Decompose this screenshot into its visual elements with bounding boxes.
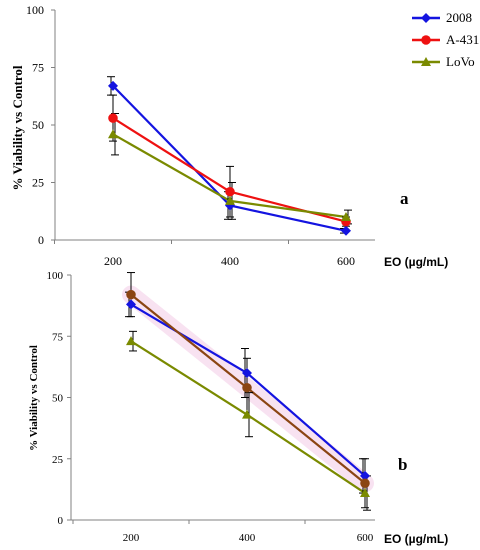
- panel-a: % Viability vs Control a 2008 A-431 LoVo 0…: [10, 3, 479, 268]
- panel-a-point-diamond-icon: [108, 80, 118, 91]
- panel-b-point-triangle-icon: [360, 488, 370, 498]
- panel-b-y-tick-label: 0: [58, 515, 64, 527]
- panel-b-x-tick-label: 200: [123, 532, 140, 544]
- panel-a-y-tick-label: 100: [26, 3, 44, 17]
- panel-a-x-axis-label: EO (µg/mL): [384, 255, 448, 269]
- panel-a-x-tick-label: 200: [104, 254, 122, 268]
- panel-b-y-tick-label: 75: [52, 331, 64, 343]
- panel-b-point-diamond-icon: [126, 299, 136, 310]
- panel-b-y-tick-label: 100: [47, 270, 64, 282]
- panel-b: % Viability vs Control b 0 25 50 75 100 200 40…: [28, 270, 407, 544]
- panel-b-x-tick-label: 400: [239, 532, 256, 544]
- panel-b-point-triangle-icon: [126, 336, 136, 346]
- legend-box: [383, 3, 477, 71]
- panel-b-x-tick-label: 600: [357, 532, 374, 544]
- panel-b-y-tick-label: 50: [52, 393, 64, 405]
- legend-label: 2008: [446, 10, 472, 25]
- panel-a-point-triangle-icon: [341, 212, 351, 221]
- panel-a-y-tick-label: 25: [32, 176, 44, 190]
- panel-b-point-circle-icon: [360, 478, 370, 488]
- legend-circle-icon: [421, 35, 431, 45]
- panel-b-y-tick-label: 25: [52, 454, 64, 466]
- panel-a-y-tick-label: 75: [32, 61, 44, 75]
- panel-a-x-tick-label: 600: [337, 254, 355, 268]
- panel-a-label: a: [400, 189, 409, 208]
- legend-label: A-431: [446, 32, 479, 47]
- panel-b-point-circle-icon: [126, 289, 136, 300]
- panel-a-point-diamond-icon: [341, 225, 351, 236]
- panel-b-point-triangle-icon: [242, 409, 252, 419]
- panel-b-y-axis-label: % Viability vs Control: [28, 345, 40, 451]
- legend-diamond-icon: [421, 13, 431, 23]
- legend-label: LoVo: [446, 54, 475, 69]
- panel-b-point-diamond-icon: [242, 368, 252, 378]
- panel-b-point-circle-icon: [242, 382, 252, 393]
- panel-b-label: b: [398, 455, 407, 474]
- panel-b-point-diamond-icon: [360, 470, 370, 481]
- panel-b-x-axis-label: EO (µg/mL): [384, 532, 448, 546]
- legend-triangle-icon: [421, 57, 431, 66]
- panel-a-y-axis-label: % Viability vs Control: [10, 65, 25, 190]
- panel-a-x-tick-label: 400: [221, 254, 239, 268]
- panel-a-point-circle-icon: [225, 186, 235, 197]
- panel-a-point-circle-icon: [108, 113, 118, 123]
- panel-a-point-triangle-icon: [225, 195, 235, 205]
- legend: 2008 A-431 LoVo: [383, 3, 479, 71]
- panel-a-y-tick-label: 50: [32, 118, 44, 132]
- panel-a-point-triangle-icon: [108, 129, 118, 139]
- panel-a-y-tick-label: 0: [38, 233, 44, 247]
